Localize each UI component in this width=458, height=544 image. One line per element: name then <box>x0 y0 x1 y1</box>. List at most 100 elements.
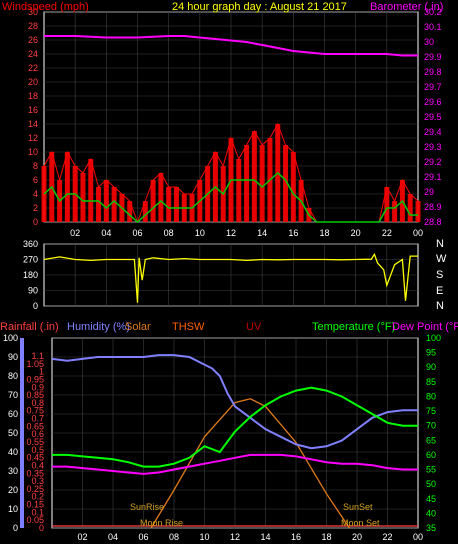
temperature-y-tick: 75 <box>426 406 436 416</box>
humidity-y-tick: 40 <box>8 447 18 457</box>
wind-x-tick: 08 <box>164 228 174 238</box>
legend-dewpoint: Dew Point (°F <box>392 321 458 333</box>
humidity-y-tick: 10 <box>8 504 18 514</box>
windspeed-bar <box>236 159 242 222</box>
wind-y-tick: 18 <box>28 91 38 101</box>
windspeed-bar <box>96 187 102 222</box>
average-wind-line <box>43 171 418 224</box>
temperature-line <box>52 386 418 468</box>
rainfall-y-ticks: 00.050.10.150.20.250.30.350.40.450.50.55… <box>26 351 44 533</box>
sunrise-label: SunRise <box>130 502 164 512</box>
wind-y-tick: 10 <box>28 147 38 157</box>
windspeed-bar <box>392 201 398 222</box>
temperature-y-tick: 40 <box>426 508 436 518</box>
compass-n-top: N <box>436 238 444 250</box>
rainfall-y-tick: 1.05 <box>26 359 44 369</box>
temperature-x-tick: 20 <box>352 532 362 542</box>
rainfall-y-tick: 0.35 <box>26 468 44 478</box>
wind-x-tick: 22 <box>382 228 392 238</box>
rainfall-y-tick: 0.05 <box>26 515 44 525</box>
legend-thsw: THSW <box>172 321 205 333</box>
windspeed-bar <box>111 187 117 222</box>
compass-n-bottom: N <box>436 300 444 312</box>
direction-y-tick: 180 <box>23 270 38 280</box>
legend-humidity: Humidity (%) <box>67 321 130 333</box>
direction-y-tick: 90 <box>28 286 38 296</box>
rainfall-y-tick: 1.1 <box>31 351 44 361</box>
humidity-y-tick: 30 <box>8 466 18 476</box>
wind-x-tick: 18 <box>319 228 329 238</box>
compass-s: S <box>436 269 443 281</box>
wind-x-tick: 14 <box>257 228 267 238</box>
barometer-y-tick: 29.6 <box>424 97 442 107</box>
barometer-y-tick: 29.8 <box>424 67 442 77</box>
solar-line <box>150 398 350 529</box>
barometer-y-tick: 29.9 <box>424 52 442 62</box>
barometer-y-tick: 29.2 <box>424 157 442 167</box>
temperature-y-tick: 45 <box>426 494 436 504</box>
windspeed-bar <box>80 173 86 222</box>
wind-y-tick: 14 <box>28 119 38 129</box>
windspeed-bar <box>415 201 421 222</box>
temperature-y-tick: 80 <box>426 391 436 401</box>
dewpoint-line <box>52 453 418 475</box>
humidity-y-tick: 0 <box>13 523 18 533</box>
temperature-x-tick: 08 <box>169 532 179 542</box>
wind-y-tick: 30 <box>28 7 38 17</box>
humidity-y-tick: 20 <box>8 485 18 495</box>
legend-temperature: Temperature (°F) <box>312 321 395 333</box>
compass-e: E <box>436 285 443 297</box>
windspeed-bar <box>64 152 70 222</box>
rainfall-y-tick: 0.2 <box>31 492 44 502</box>
windspeed-title: Windspeed (mph) <box>2 1 89 13</box>
wind-y-tick: 0 <box>33 217 38 227</box>
rainfall-y-tick: 0.5 <box>31 445 44 455</box>
sunset-label: SunSet <box>343 502 373 512</box>
rainfall-y-tick: 0.45 <box>26 453 44 463</box>
rainfall-y-tick: 0.15 <box>26 500 44 510</box>
windspeed-bar <box>142 201 148 222</box>
temperature-x-tick: 04 <box>108 532 118 542</box>
wind-series <box>41 35 421 224</box>
wind-x-tick: 10 <box>195 228 205 238</box>
temperature-x-ticks: 02 04 06 08 10 12 14 16 18 20 22 00 <box>77 532 423 542</box>
windspeed-bar <box>407 194 413 222</box>
temperature-y-tick: 60 <box>426 450 436 460</box>
windspeed-bar <box>103 180 109 222</box>
wind-direction-panel: 0 90 180 270 360 <box>23 239 419 311</box>
humidity-y-tick: 80 <box>8 371 18 381</box>
rainfall-y-tick: 0.8 <box>31 398 44 408</box>
wind-y-tick: 28 <box>28 21 38 31</box>
wind-x-tick: 06 <box>132 228 142 238</box>
graph-title: 24 hour graph day : August 21 2017 <box>172 1 347 13</box>
windspeed-bar <box>244 145 250 222</box>
direction-series <box>43 252 418 303</box>
temperature-x-tick: 16 <box>291 532 301 542</box>
barometer-y-tick: 30.1 <box>424 22 442 32</box>
humidity-y-tick: 70 <box>8 390 18 400</box>
humidity-y-tick: 100 <box>3 333 18 343</box>
barometer-y-tick: 30.2 <box>424 7 442 17</box>
wind-y-tick: 8 <box>33 161 38 171</box>
wind-y-tick: 6 <box>33 175 38 185</box>
rainfall-y-tick: 0.9 <box>31 382 44 392</box>
wind-y-tick: 12 <box>28 133 38 143</box>
wind-x-ticks: 02 04 06 08 10 12 14 16 18 20 22 00 <box>70 228 423 238</box>
rainfall-y-tick: 0.7 <box>31 414 44 424</box>
barometer-y-tick: 29.3 <box>424 142 442 152</box>
rainfall-y-tick: 0.95 <box>26 374 44 384</box>
wind-y-tick: 20 <box>28 77 38 87</box>
temperature-y-tick: 55 <box>426 465 436 475</box>
direction-y-ticks: 0 90 180 270 360 <box>23 239 38 311</box>
temperature-x-tick: 18 <box>321 532 331 542</box>
temperature-y-tick: 65 <box>426 435 436 445</box>
wind-x-tick: 16 <box>288 228 298 238</box>
windspeed-bar <box>173 187 179 222</box>
rainfall-y-tick: 0.3 <box>31 476 44 486</box>
windspeed-bar <box>290 152 296 222</box>
wind-y-tick: 24 <box>28 49 38 59</box>
temperature-x-tick: 02 <box>77 532 87 542</box>
temperature-y-tick: 35 <box>426 523 436 533</box>
